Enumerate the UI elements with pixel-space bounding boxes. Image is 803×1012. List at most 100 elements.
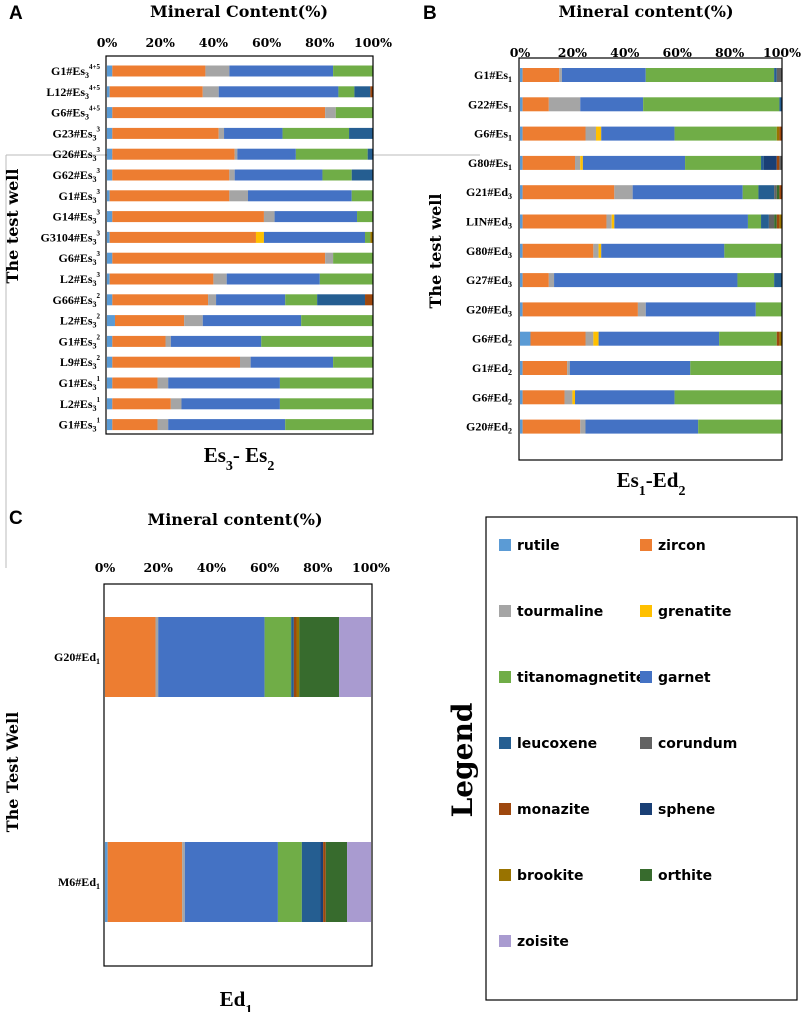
bar-segment-titanomagnetite — [279, 377, 373, 389]
bar-segment-zircon — [112, 252, 326, 264]
bar-segment-garnet — [226, 273, 320, 285]
category-label: G62#Es33 — [52, 167, 100, 184]
bar-segment-rutile — [107, 65, 113, 77]
bar-segment-zircon — [112, 335, 166, 347]
bar-segment-rutile — [107, 107, 113, 119]
bar-segment-tourmaline — [593, 243, 599, 258]
bar-segment-zircon — [112, 356, 240, 368]
bar-segment-rutile — [520, 361, 523, 375]
legend-swatch-monazite — [499, 803, 511, 815]
bar-segment-zircon — [112, 65, 206, 77]
legend-items: rutile zircon tourmaline grenatite titanomag… — [499, 538, 737, 950]
bar-segment-tourmaline — [614, 185, 633, 200]
category-label: G26#Es33 — [52, 146, 100, 163]
x-tick-label: 0% — [95, 560, 116, 575]
bar-segment-leucoxene — [367, 148, 373, 160]
bar-segment-zircon — [522, 243, 594, 258]
bar-segment-titanomagnetite — [742, 185, 759, 200]
legend-label-rutile: rutile — [517, 538, 560, 554]
legend-swatch-corundum — [640, 737, 652, 749]
x-tick-label: 80% — [303, 560, 332, 575]
bar-segment-garnet — [561, 68, 646, 82]
category-label: G22#Es1 — [468, 97, 512, 113]
bar-segment-corundum — [779, 155, 782, 170]
bar-segment-rutile — [107, 211, 113, 223]
bar-segment-tourmaline — [564, 390, 573, 405]
bar-segment-leucoxene — [301, 842, 321, 922]
bar-segment-tourmaline — [165, 335, 171, 347]
bar-segment-garnet — [250, 356, 334, 368]
category-label: G1#Es34+5 — [51, 63, 101, 80]
bar-segment-titanomagnetite — [338, 86, 355, 98]
bar-segment-garnet — [202, 315, 302, 327]
legend-swatch-rutile — [499, 539, 511, 551]
bar-segment-zircon — [112, 398, 171, 410]
bar-segment-monazite — [779, 126, 782, 141]
panel-b-title: Mineral content(%) — [558, 2, 733, 21]
bar-segment-grenatite — [593, 331, 599, 346]
legend-swatch-sphene — [640, 803, 652, 815]
panel-c-bars — [105, 617, 371, 922]
bar-segment-rutile — [107, 231, 110, 243]
bar-segment-garnet — [263, 231, 366, 243]
bar-segment-garnet — [580, 97, 644, 112]
bar-segment-zircon — [112, 127, 219, 139]
bar-segment-titanomagnetite — [724, 243, 782, 258]
legend-label-brookite: brookite — [517, 868, 583, 884]
bar-segment-rutile — [107, 356, 113, 368]
bar-segment-tourmaline — [208, 294, 217, 306]
bar-segment-garnet — [168, 419, 286, 431]
bar-segment-grenatite — [598, 243, 602, 258]
bar-segment-titanomagnetite — [674, 126, 777, 141]
bar-segment-rutile — [107, 190, 110, 202]
panel-a-letter: A — [9, 3, 23, 24]
x-tick-label: 40% — [197, 560, 226, 575]
legend-label-sphene: sphene — [658, 802, 715, 818]
x-tick-label: 60% — [252, 35, 281, 50]
bar-segment-zircon — [112, 377, 158, 389]
bar-segment-rutile — [107, 86, 110, 98]
bar-segment-zircon — [522, 302, 638, 317]
category-label: G80#Es1 — [468, 156, 512, 172]
category-label: G66#Es32 — [52, 292, 100, 309]
legend-swatch-brookite — [499, 869, 511, 881]
panel-b-x-axis-label: Es1-Ed2 — [617, 468, 686, 499]
category-label: G80#Ed3 — [466, 244, 512, 260]
panel-c-x-axis-label: Ed1 — [220, 987, 253, 1012]
bar-segment-orthite — [774, 214, 777, 229]
legend-title: Legend — [446, 703, 479, 818]
bar-segment-leucoxene — [317, 294, 366, 306]
bar-segment-zircon — [522, 97, 549, 112]
bar-segment-tourmaline — [325, 107, 336, 119]
bar-segment-zircon — [112, 107, 326, 119]
bar-segment-zircon — [522, 390, 565, 405]
legend-label-titanomagnetite: titanomagnetite — [517, 670, 645, 686]
category-label: G6#Ed2 — [472, 390, 512, 406]
bar-segment-titanomagnetite — [319, 273, 373, 285]
bar-segment-garnet — [229, 65, 334, 77]
bar-segment-rutile — [107, 377, 113, 389]
bar-segment-zircon — [109, 190, 230, 202]
bar-segment-zoisite — [347, 842, 371, 922]
bar-segment-leucoxene — [758, 185, 775, 200]
category-label: G3104#Es33 — [40, 229, 100, 246]
x-tick-label: 40% — [610, 45, 639, 60]
bar-segment-tourmaline — [585, 126, 596, 141]
bar-segment-zircon — [522, 273, 549, 288]
bar-segment-rutile — [520, 302, 523, 317]
bar-segment-rutile — [107, 315, 115, 327]
panel-b-letter: B — [423, 3, 437, 24]
bar-segment-rutile — [107, 169, 113, 181]
bar-segment-rutile — [520, 126, 523, 141]
bar-segment-grenatite — [595, 126, 602, 141]
bar-segment-tourmaline — [567, 361, 570, 375]
bar-segment-garnet — [614, 214, 748, 229]
bar-segment-titanomagnetite — [698, 419, 782, 434]
bar-segment-monazite — [323, 842, 326, 922]
bar-segment-zircon — [109, 231, 256, 243]
bar-segment-leucoxene — [761, 214, 769, 229]
x-tick-label: 20% — [558, 45, 587, 60]
bar-segment-tourmaline — [575, 155, 581, 170]
bar-segment-grenatite — [255, 231, 264, 243]
bar-segment-rutile — [107, 398, 113, 410]
